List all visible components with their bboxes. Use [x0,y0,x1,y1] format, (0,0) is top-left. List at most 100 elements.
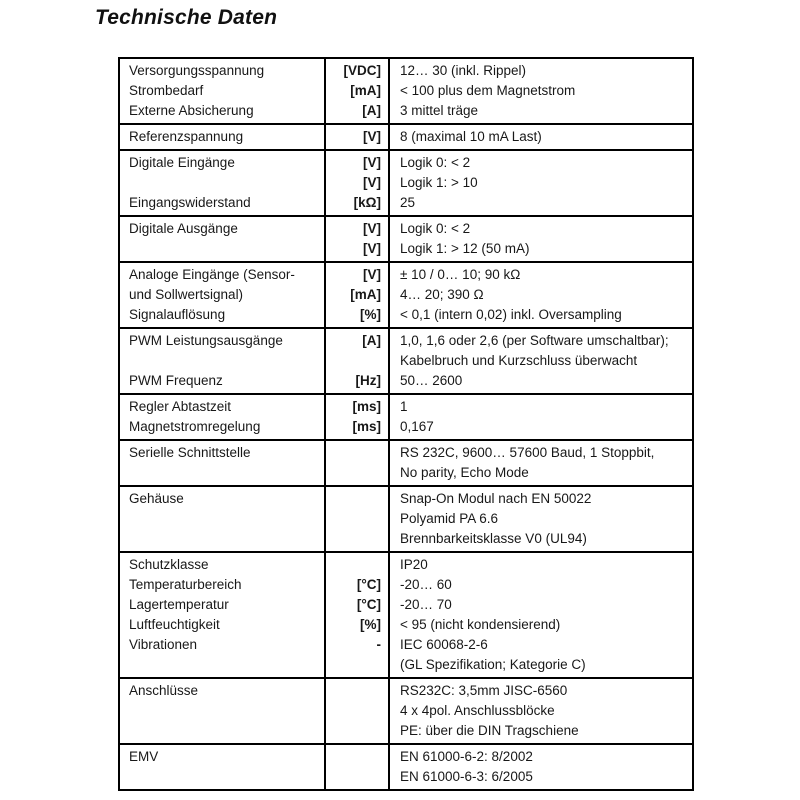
parameter-unit-cell: [VDC] [mA] [A] [324,59,390,123]
parameter-value: 1,0, 1,6 oder 2,6 (per Software umschalt… [400,333,669,348]
parameter-unit-cell: [V] [324,125,390,149]
parameter-value: Snap-On Modul nach EN 50022 [400,491,592,506]
parameter-name: PWM Leistungsausgänge [129,333,283,348]
table-row-group: Anschlüsse RS232C: 3,5mm JISC-6560 4 x 4po… [120,679,692,745]
parameter-name: Anschlüsse [129,683,199,698]
parameter-name: Signalauflösung [129,307,226,322]
parameter-value: Brennbarkeitsklasse V0 (UL94) [400,531,587,546]
parameter-unit: [V] [363,155,381,170]
parameter-value: 4… 20; 390 Ω [400,287,484,302]
parameter-unit [326,509,381,529]
parameter-value: 8 (maximal 10 mA Last) [400,129,542,144]
parameter-unit: [V] [363,175,381,190]
parameter-value-cell: Logik 0: < 2 Logik 1: > 10 25 [390,151,692,215]
parameter-name-cell: Gehäuse [120,487,324,551]
parameter-name [129,239,324,259]
parameter-unit-cell [324,487,390,551]
parameter-name [129,463,324,483]
parameter-unit: [V] [363,129,381,144]
parameter-value: RS 232C, 9600… 57600 Baud, 1 Stoppbit, [400,445,655,460]
parameter-value: Logik 1: > 10 [400,175,478,190]
parameter-name-cell: Digitale Eingänge Eingangswiderstand [120,151,324,215]
parameter-value: 50… 2600 [400,373,463,388]
parameter-value: < 95 (nicht kondensierend) [400,617,561,632]
parameter-name: Regler Abtastzeit [129,399,232,414]
parameter-value: Kabelbruch und Kurzschluss überwacht [400,353,638,368]
parameter-unit [326,721,381,741]
parameter-name: Temperaturbereich [129,577,242,592]
parameter-value: ± 10 / 0… 10; 90 kΩ [400,267,521,282]
parameter-value-cell: RS 232C, 9600… 57600 Baud, 1 Stoppbit, No… [390,441,692,485]
parameter-value: IP20 [400,557,428,572]
table-row-group: Schutzklasse Temperaturbereich Lagertemper… [120,553,692,679]
parameter-name: Eingangswiderstand [129,195,251,210]
parameter-name: Externe Absicherung [129,103,254,118]
table-row-group: Digitale Eingänge Eingangswiderstand [V] [V… [120,151,692,217]
parameter-value: Logik 0: < 2 [400,155,471,170]
parameter-value: Polyamid PA 6.6 [400,511,499,526]
parameter-value: (GL Spezifikation; Kategorie C) [400,657,586,672]
table-row-group: Serielle Schnittstelle RS 232C, 9600… 576… [120,441,692,487]
parameter-unit [326,463,381,483]
parameter-name-cell: Schutzklasse Temperaturbereich Lagertemper… [120,553,324,677]
parameter-name: Analoge Eingänge (Sensor- [129,267,295,282]
parameter-name: Referenzspannung [129,129,244,144]
parameter-unit-cell [324,745,390,789]
parameter-name-cell: PWM Leistungsausgänge PWM Frequenz [120,329,324,393]
parameter-name: Serielle Schnittstelle [129,445,251,460]
parameter-value: 1 [400,399,408,414]
parameter-value: 12… 30 (inkl. Rippel) [400,63,527,78]
parameter-unit: [%] [360,307,381,322]
parameter-value: EN 61000-6-3: 6/2005 [400,769,533,784]
parameter-name [129,351,324,371]
parameter-unit: [ms] [352,399,381,414]
parameter-name-cell: Analoge Eingänge (Sensor-und Sollwertsig… [120,263,324,327]
parameter-name: Digitale Ausgänge [129,221,238,236]
parameter-name-cell: Serielle Schnittstelle [120,441,324,485]
parameter-name: und Sollwertsignal) [129,287,244,302]
parameter-unit [326,747,381,767]
parameter-name [129,701,324,721]
parameter-value-cell: 1,0, 1,6 oder 2,6 (per Software umschalt… [390,329,692,393]
parameter-value-cell: Snap-On Modul nach EN 50022 Polyamid PA 6… [390,487,692,551]
parameter-value-cell: RS232C: 3,5mm JISC-6560 4 x 4pol. Anschlu… [390,679,692,743]
parameter-unit [326,443,381,463]
parameter-value: < 100 plus dem Magnetstrom [400,83,576,98]
parameter-name: Strombedarf [129,83,204,98]
parameter-unit: [°C] [356,597,381,612]
parameter-unit [326,351,381,371]
parameter-unit: [A] [362,103,381,118]
parameter-name-cell: Referenzspannung [120,125,324,149]
parameter-value: Logik 1: > 12 (50 mA) [400,241,530,256]
parameter-name: Luftfeuchtigkeit [129,617,220,632]
parameter-value-cell: 12… 30 (inkl. Rippel) < 100 plus dem Magn… [390,59,692,123]
parameter-value: -20… 70 [400,597,452,612]
parameter-unit: [kΩ] [353,195,381,210]
parameter-value: EN 61000-6-2: 8/2002 [400,749,533,764]
parameter-value-cell: 8 (maximal 10 mA Last) [390,125,692,149]
parameter-value: PE: über die DIN Tragschiene [400,723,579,738]
parameter-unit: [VDC] [343,63,382,78]
parameter-unit: [Hz] [355,373,382,388]
table-row-group: PWM Leistungsausgänge PWM Frequenz [A] [Hz]… [120,329,692,395]
parameter-unit: - [376,637,382,652]
parameter-unit: [V] [363,241,381,256]
parameter-name: Schutzklasse [129,557,209,572]
parameter-name [129,509,324,529]
parameter-unit-cell: [V] [V] [kΩ] [324,151,390,215]
table-row-group: Analoge Eingänge (Sensor-und Sollwertsig… [120,263,692,329]
table-row-group: Versorgungsspannung Strombedarf Externe Ab… [120,59,692,125]
table-row-group: Regler Abtastzeit Magnetstromregelung [ms]… [120,395,692,441]
parameter-name-cell: Regler Abtastzeit Magnetstromregelung [120,395,324,439]
parameter-value: No parity, Echo Mode [400,465,529,480]
parameter-unit: [mA] [350,287,381,302]
parameter-name [129,173,324,193]
parameter-unit-cell: [A] [Hz] [324,329,390,393]
parameter-unit-cell: [V] [mA] [%] [324,263,390,327]
parameter-unit: [%] [360,617,381,632]
parameter-name-cell: Versorgungsspannung Strombedarf Externe Ab… [120,59,324,123]
parameter-unit-cell [324,679,390,743]
parameter-value: < 0,1 (intern 0,02) inkl. Oversampling [400,307,622,322]
parameter-value: -20… 60 [400,577,452,592]
